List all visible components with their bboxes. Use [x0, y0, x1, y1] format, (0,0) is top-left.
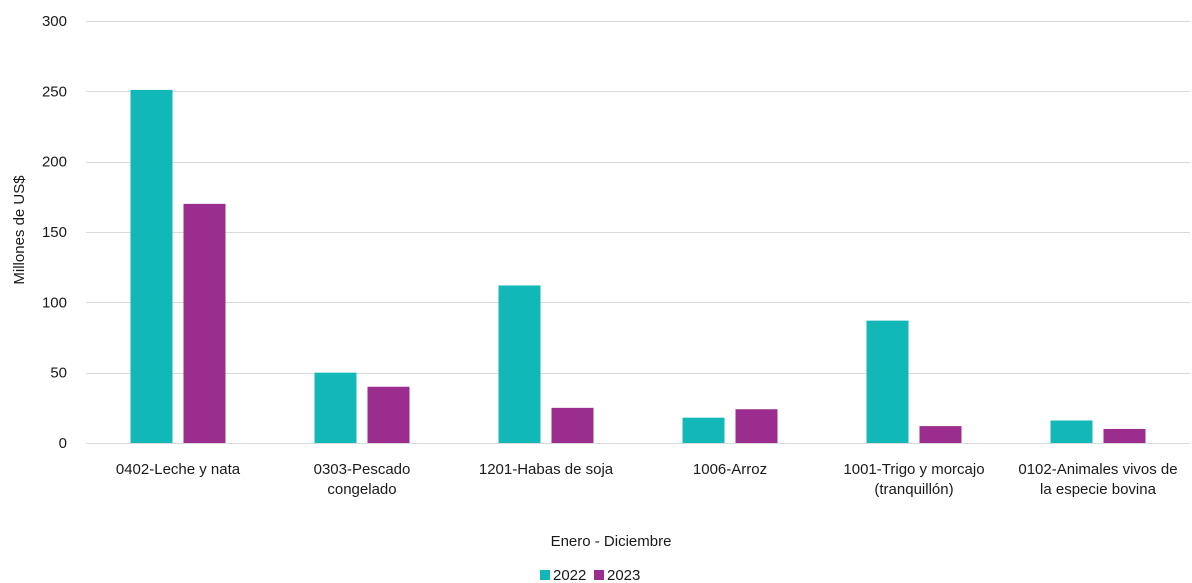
bar-2023-2	[551, 407, 594, 443]
bar-2022-2	[498, 285, 541, 443]
legend-label-2022: 2022	[553, 567, 586, 583]
y-tick-label: 0	[59, 435, 67, 452]
bar-2023-4	[919, 426, 962, 443]
legend-swatch-2022	[540, 570, 550, 580]
y-axis-title: Millones de US$	[11, 175, 28, 285]
legend-label-2023: 2023	[607, 567, 640, 583]
x-category-label: (tranquillón)	[874, 481, 953, 498]
bar-2022-0	[130, 89, 173, 443]
bar-2023-1	[367, 386, 410, 443]
bar-2022-1	[314, 372, 357, 443]
x-category-label: 0402-Leche y nata	[116, 461, 241, 478]
bar-2022-3	[682, 417, 725, 443]
y-tick-label: 200	[42, 154, 67, 171]
gridlines	[86, 21, 1190, 444]
bar-2022-5	[1050, 420, 1093, 443]
x-axis-categories: 0402-Leche y nata 0303-Pescado congelado 12…	[116, 461, 1178, 498]
y-tick-label: 100	[42, 294, 67, 311]
x-axis-title: Enero - Diciembre	[551, 533, 672, 550]
y-tick-label: 250	[42, 83, 67, 100]
legend: 2022 2023	[540, 567, 640, 583]
x-category-label: 1201-Habas de soja	[479, 461, 614, 478]
x-category-label: 0303-Pescado	[314, 461, 411, 478]
legend-swatch-2023	[594, 570, 604, 580]
bar-2023-3	[735, 409, 778, 443]
y-tick-label: 300	[42, 13, 67, 30]
bars	[130, 89, 1146, 443]
x-category-label: 1006-Arroz	[693, 461, 767, 478]
x-category-label: 1001-Trigo y morcajo	[843, 461, 984, 478]
x-category-label: congelado	[327, 481, 396, 498]
x-category-label: la especie bovina	[1040, 481, 1157, 498]
bar-2022-4	[866, 320, 909, 443]
y-tick-label: 150	[42, 224, 67, 241]
y-axis-ticks: 0 50 100 150 200 250 300	[42, 13, 67, 452]
bar-2023-5	[1103, 428, 1146, 443]
x-category-label: 0102-Animales vivos de	[1018, 461, 1177, 478]
bar-2023-0	[183, 203, 226, 443]
y-tick-label: 50	[50, 365, 67, 382]
